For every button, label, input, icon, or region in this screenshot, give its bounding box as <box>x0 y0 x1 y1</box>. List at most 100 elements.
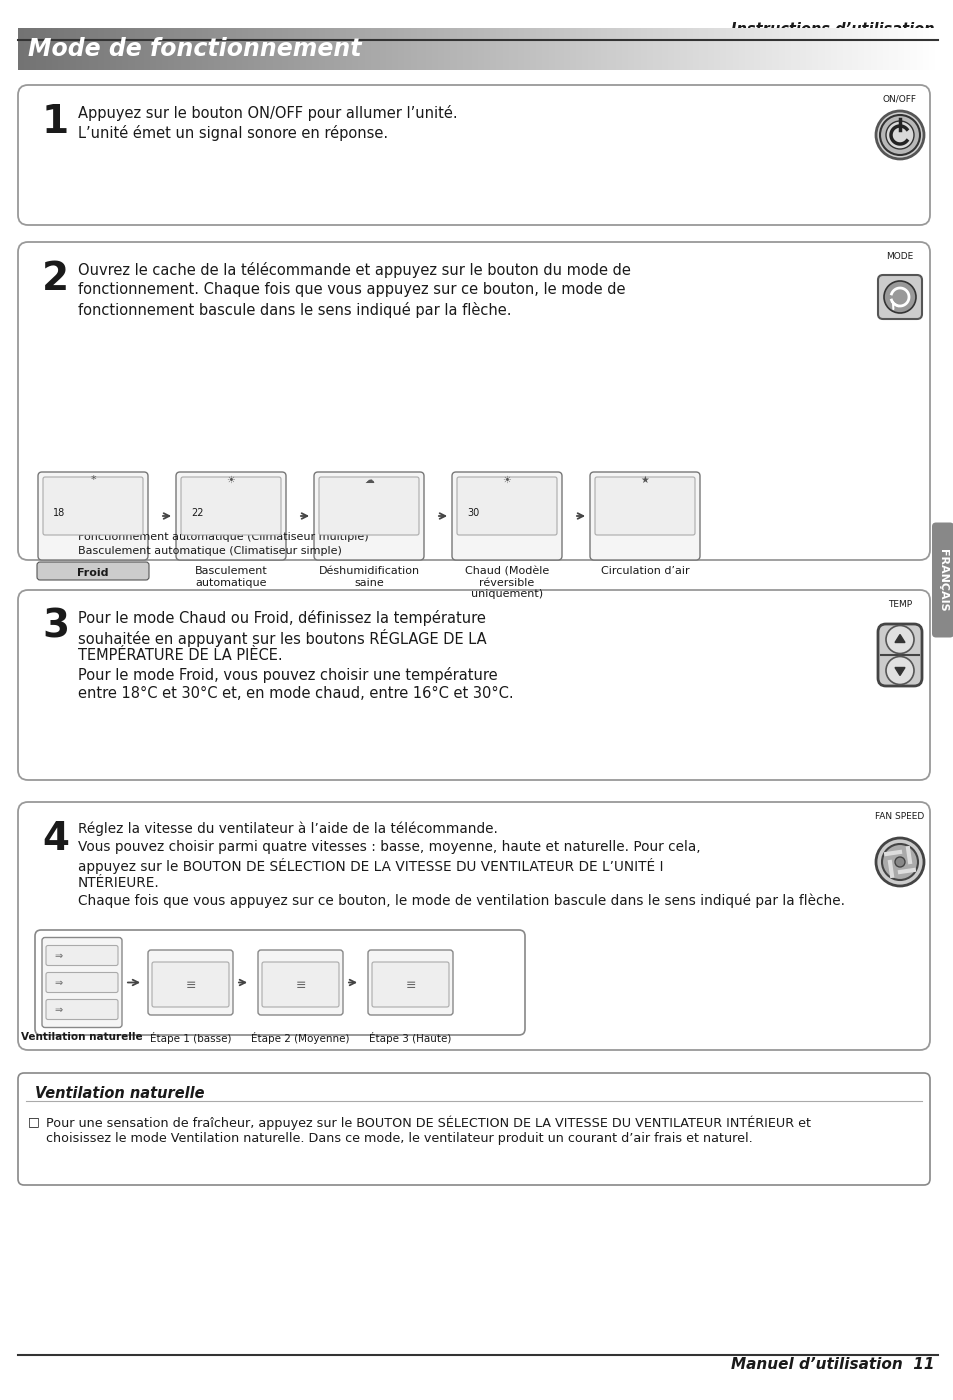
Bar <box>407 28 411 70</box>
FancyBboxPatch shape <box>43 477 143 535</box>
Text: 4: 4 <box>42 820 69 858</box>
Bar <box>312 28 316 70</box>
Bar <box>876 28 880 70</box>
Bar <box>165 28 169 70</box>
Bar <box>475 28 478 70</box>
Bar <box>472 28 476 70</box>
Text: appuyez sur le BOUTON DE SÉLECTION DE LA VITESSE DU VENTILATEUR DE L’UNITÉ I: appuyez sur le BOUTON DE SÉLECTION DE LA… <box>78 858 662 874</box>
Bar <box>220 28 224 70</box>
Bar <box>790 28 794 70</box>
Text: Pour le mode Chaud ou Froid, définissez la température: Pour le mode Chaud ou Froid, définissez … <box>78 610 485 626</box>
Bar <box>692 28 696 70</box>
FancyBboxPatch shape <box>46 973 118 993</box>
Bar <box>714 28 718 70</box>
Bar <box>456 28 460 70</box>
Bar <box>787 28 791 70</box>
Bar <box>894 28 898 70</box>
Bar <box>150 28 153 70</box>
Bar <box>414 28 417 70</box>
Bar <box>768 28 773 70</box>
Bar <box>891 28 895 70</box>
FancyBboxPatch shape <box>46 945 118 966</box>
Bar <box>94 28 98 70</box>
Bar <box>447 28 451 70</box>
Bar <box>499 28 503 70</box>
Text: Instructions d’utilisation: Instructions d’utilisation <box>731 22 934 36</box>
Circle shape <box>883 281 915 314</box>
Bar <box>643 28 647 70</box>
Bar <box>339 28 344 70</box>
Bar <box>624 28 629 70</box>
Bar <box>202 28 206 70</box>
FancyBboxPatch shape <box>262 962 338 1007</box>
Bar <box>291 28 294 70</box>
Bar <box>836 28 840 70</box>
Bar <box>538 28 543 70</box>
Text: Fonctionnement automatique (Climatiseur multiple): Fonctionnement automatique (Climatiseur … <box>78 532 368 542</box>
Bar <box>468 28 473 70</box>
Bar <box>459 28 463 70</box>
Bar <box>609 28 614 70</box>
Bar <box>208 28 212 70</box>
Bar <box>303 28 307 70</box>
Text: Basculement
automatique: Basculement automatique <box>194 566 267 588</box>
Bar <box>909 28 914 70</box>
Circle shape <box>885 626 913 654</box>
Bar <box>760 28 763 70</box>
Bar <box>563 28 567 70</box>
Bar <box>43 28 47 70</box>
Bar <box>566 28 571 70</box>
Bar <box>496 28 500 70</box>
Bar <box>720 28 723 70</box>
Bar <box>465 28 469 70</box>
Bar <box>355 28 359 70</box>
FancyBboxPatch shape <box>18 1072 929 1184</box>
Bar <box>318 28 322 70</box>
Bar <box>523 28 528 70</box>
Bar <box>180 28 185 70</box>
Text: ≡: ≡ <box>405 979 416 991</box>
Bar <box>581 28 586 70</box>
Bar <box>211 28 215 70</box>
Bar <box>545 28 549 70</box>
Bar <box>24 28 29 70</box>
FancyBboxPatch shape <box>38 472 148 560</box>
Bar <box>772 28 776 70</box>
Bar <box>659 28 662 70</box>
FancyBboxPatch shape <box>595 477 695 535</box>
Bar <box>86 28 90 70</box>
Bar <box>821 28 824 70</box>
FancyBboxPatch shape <box>18 589 929 780</box>
Bar <box>91 28 95 70</box>
FancyBboxPatch shape <box>314 472 423 560</box>
Bar <box>811 28 816 70</box>
Bar <box>744 28 748 70</box>
Bar <box>649 28 653 70</box>
Text: 22: 22 <box>191 508 203 518</box>
Bar <box>245 28 249 70</box>
Text: 1: 1 <box>42 104 69 141</box>
Circle shape <box>894 857 904 867</box>
Bar <box>526 28 531 70</box>
Bar <box>750 28 754 70</box>
Bar <box>882 28 886 70</box>
Text: Pour une sensation de fraîcheur, appuyez sur le BOUTON DE SÉLECTION DE LA VITESS: Pour une sensation de fraîcheur, appuyez… <box>46 1114 810 1130</box>
Bar <box>260 28 264 70</box>
FancyBboxPatch shape <box>181 477 281 535</box>
Bar <box>631 28 635 70</box>
FancyBboxPatch shape <box>931 522 953 637</box>
Bar <box>358 28 362 70</box>
Bar <box>61 28 65 70</box>
Bar <box>916 28 920 70</box>
Bar <box>845 28 849 70</box>
Bar <box>410 28 415 70</box>
Bar <box>156 28 160 70</box>
Bar <box>226 28 231 70</box>
Bar <box>480 28 485 70</box>
FancyBboxPatch shape <box>18 802 929 1050</box>
Bar <box>437 28 442 70</box>
Bar <box>266 28 271 70</box>
Bar <box>397 28 402 70</box>
Bar <box>230 28 233 70</box>
FancyBboxPatch shape <box>46 1000 118 1019</box>
